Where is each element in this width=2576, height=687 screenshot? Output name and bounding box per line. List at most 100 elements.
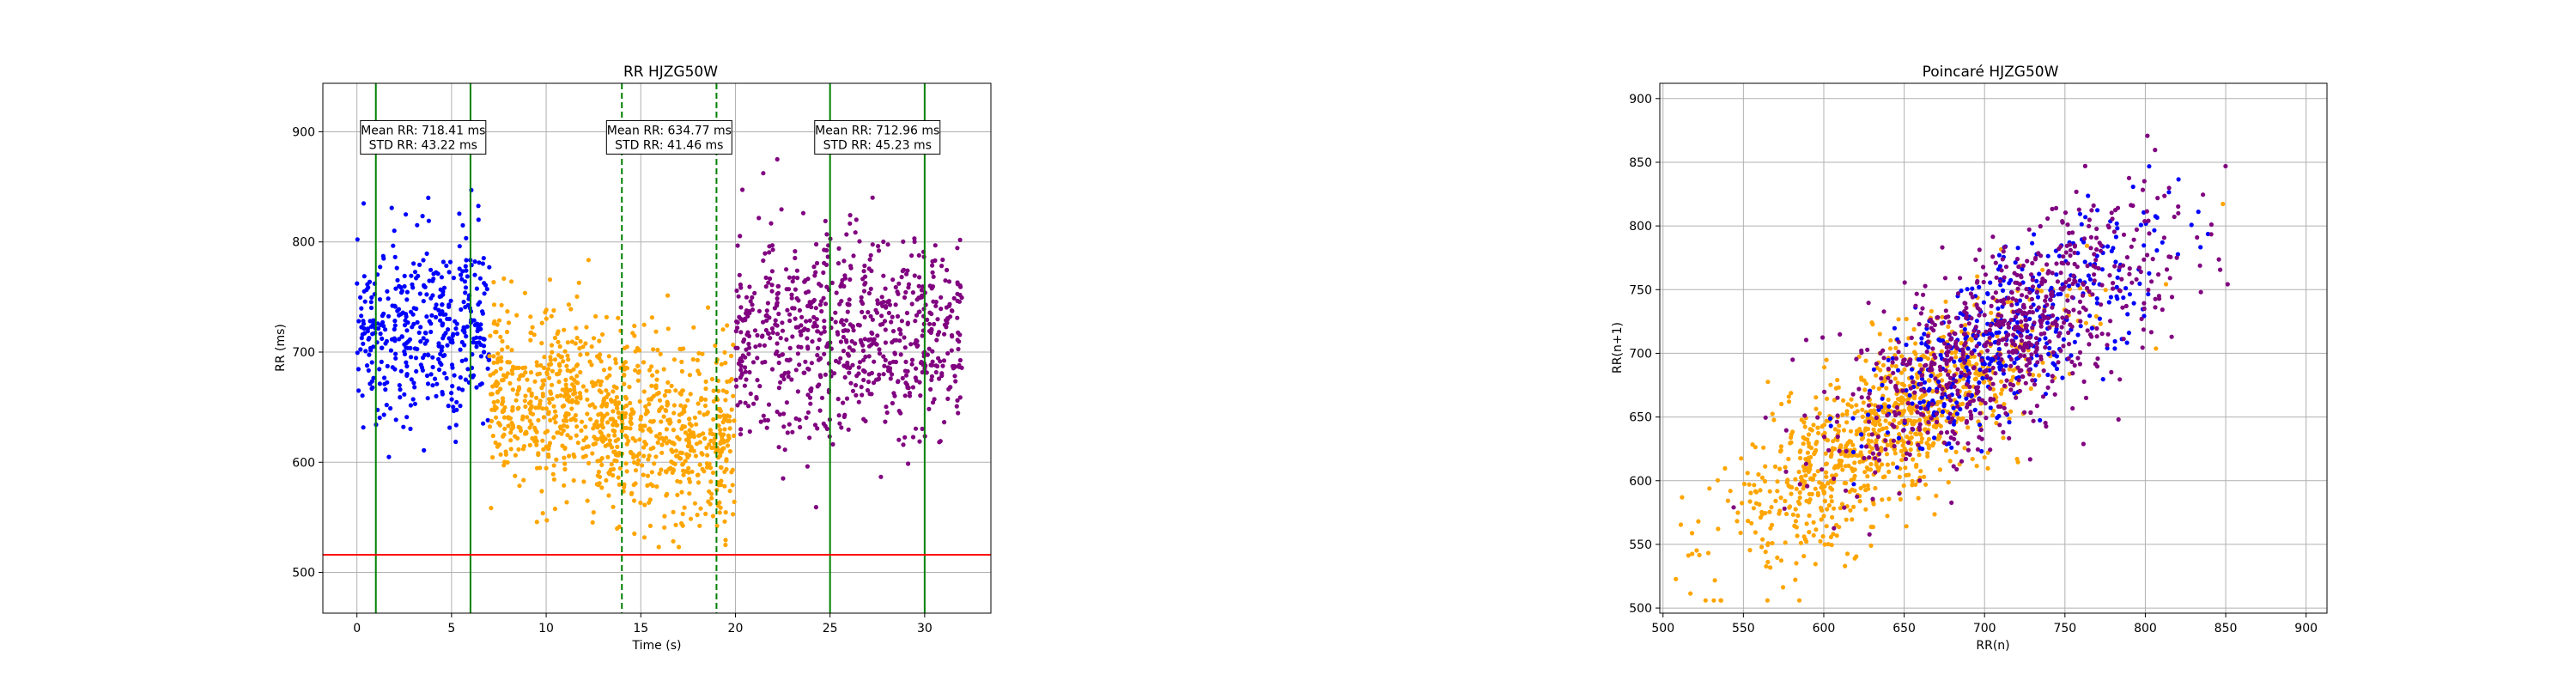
rr-data-point: [872, 359, 877, 364]
poincare-data-point: [2050, 374, 2055, 379]
rr-data-point: [654, 484, 659, 489]
rr-data-point: [775, 283, 781, 289]
rr-data-point: [784, 357, 790, 362]
rr-data-point: [377, 297, 383, 302]
poincare-data-point: [1801, 486, 1806, 491]
poincare-data-point: [2067, 277, 2072, 283]
rr-data-point: [643, 404, 648, 409]
poincare-data-point: [1977, 423, 1983, 428]
poincare-data-point: [2141, 327, 2146, 332]
poincare-data-point: [1789, 391, 1794, 396]
poincare-data-point: [1808, 476, 1814, 482]
rr-data-point: [370, 331, 375, 337]
poincare-data-point: [1816, 430, 1821, 435]
rr-data-point: [793, 287, 799, 292]
poincare-data-point: [2162, 193, 2167, 198]
rr-data-point: [453, 326, 459, 331]
poincare-data-point: [2067, 230, 2072, 235]
poincare-data-point: [2105, 244, 2111, 249]
poincare-data-point: [2065, 222, 2070, 228]
poincare-data-point: [1783, 511, 1789, 517]
rr-data-point: [736, 294, 741, 299]
rr-data-point: [534, 360, 539, 365]
poincare-data-point: [1977, 380, 1982, 386]
poincare-data-point: [2013, 260, 2018, 265]
rr-y-tick-label: 900: [292, 125, 315, 139]
poincare-data-point: [2075, 356, 2081, 361]
rr-data-point: [723, 538, 728, 543]
poincare-data-point: [1926, 446, 1932, 451]
poincare-data-point: [1974, 302, 1979, 307]
poincare-data-point: [1963, 331, 1968, 337]
poincare-data-point: [2026, 227, 2032, 232]
poincare-data-point: [1940, 245, 1945, 250]
poincare-data-point: [2092, 272, 2097, 277]
poincare-data-point: [1832, 398, 1837, 403]
poincare-data-point: [1953, 363, 1958, 368]
rr-data-point: [725, 438, 731, 443]
rr-data-point: [614, 453, 619, 458]
poincare-data-point: [1886, 357, 1891, 362]
rr-data-point: [500, 338, 505, 344]
poincare-data-point: [2195, 234, 2200, 240]
rr-data-point: [861, 368, 866, 374]
rr-data-point: [661, 414, 666, 419]
poincare-data-point: [1880, 497, 1885, 502]
rr-data-point: [551, 435, 556, 440]
rr-data-point: [646, 457, 651, 462]
poincare-data-point: [2014, 272, 2020, 277]
poincare-data-point: [1783, 428, 1789, 433]
rr-data-point: [599, 418, 605, 423]
poincare-data-point: [2047, 325, 2052, 331]
poincare-data-point: [2049, 289, 2054, 295]
poincare-data-point: [1799, 417, 1804, 423]
poincare-data-point: [2050, 321, 2055, 326]
rr-data-point: [503, 449, 508, 454]
poincare-data-point: [1841, 428, 1847, 433]
rr-data-point: [489, 506, 494, 511]
rr-data-point: [416, 330, 422, 335]
poincare-data-point: [1891, 461, 1896, 466]
rr-data-point: [781, 424, 787, 429]
rr-data-point: [635, 458, 641, 463]
rr-data-point: [929, 286, 934, 291]
poincare-data-point: [1901, 453, 1906, 458]
poincare-data-point: [1917, 417, 1923, 423]
rr-data-point: [841, 414, 847, 419]
rr-data-point: [487, 424, 493, 429]
poincare-data-point: [1814, 406, 1819, 411]
poincare-data-point: [2208, 232, 2214, 237]
poincare-data-point: [1890, 360, 1895, 365]
rr-data-point: [464, 258, 469, 263]
rr-data-point: [355, 350, 360, 356]
poincare-data-point: [1964, 381, 1970, 387]
poincare-data-point: [2018, 353, 2023, 358]
poincare-data-point: [1834, 533, 1839, 538]
poincare-data-point: [1997, 423, 2002, 428]
rr-data-point: [383, 387, 388, 392]
rr-data-point: [721, 413, 726, 418]
poincare-data-point: [1867, 444, 1872, 449]
rr-data-point: [912, 273, 917, 278]
rr-data-point: [611, 389, 616, 394]
rr-data-point: [495, 351, 501, 356]
poincare-data-point: [2036, 251, 2041, 256]
rr-data-point: [449, 391, 454, 396]
rr-data-point: [640, 428, 645, 433]
rr-data-point: [671, 509, 676, 514]
rr-data-point: [902, 435, 908, 440]
rr-data-point: [437, 294, 442, 300]
poincare-data-point: [1994, 275, 1999, 280]
poincare-data-point: [2096, 265, 2101, 271]
poincare-data-point: [2018, 308, 2023, 313]
rr-data-point: [814, 260, 820, 266]
rr-data-point: [807, 395, 813, 400]
rr-data-point: [775, 341, 780, 346]
poincare-data-point: [2144, 209, 2149, 214]
poincare-data-point: [1949, 350, 1954, 356]
poincare-data-point: [1923, 283, 1928, 289]
poincare-data-point: [1989, 310, 1994, 315]
poincare-data-point: [1694, 548, 1699, 553]
poincare-data-point: [1997, 278, 2002, 283]
poincare-data-point: [1812, 472, 1817, 477]
